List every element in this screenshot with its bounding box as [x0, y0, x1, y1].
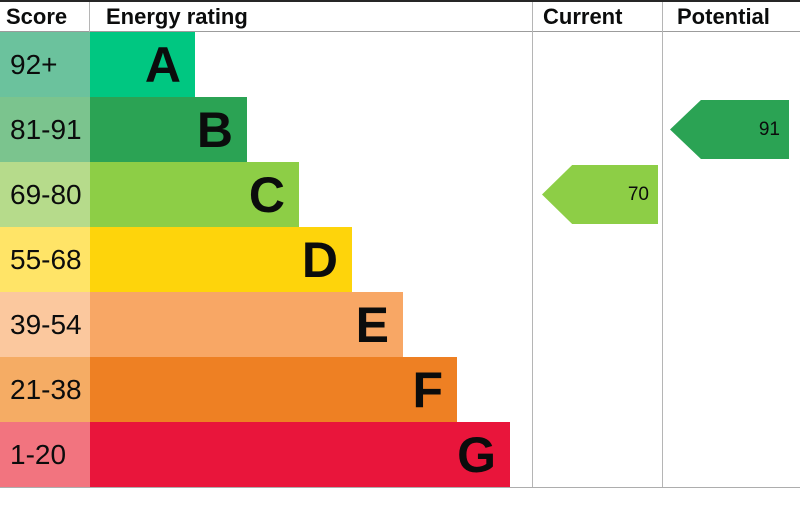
band-row-b: 81-91 B	[0, 97, 800, 162]
band-row-d: 55-68 D	[0, 227, 800, 292]
chart-header: Score Energy rating Current Potential	[0, 2, 800, 32]
column-divider-current	[532, 2, 533, 487]
band-row-a: 92+ A	[0, 32, 800, 97]
rating-bar-b: B	[90, 97, 247, 162]
header-current: Current	[543, 3, 623, 29]
score-cell-a: 92+	[0, 32, 90, 97]
potential-rating-value: 91	[758, 118, 780, 140]
band-row-c: 69-80 C	[0, 162, 800, 227]
current-rating-value: 70	[627, 183, 649, 205]
band-row-f: 21-38 F	[0, 357, 800, 422]
rating-bar-d: D	[90, 227, 352, 292]
rating-bar-f: F	[90, 357, 457, 422]
score-cell-b: 81-91	[0, 97, 90, 162]
rating-bar-c: C	[90, 162, 299, 227]
header-score: Score	[6, 3, 68, 29]
score-cell-f: 21-38	[0, 357, 90, 422]
band-row-g: 1-20 G	[0, 422, 800, 487]
header-energy-rating: Energy rating	[106, 3, 248, 29]
rating-bar-a: A	[90, 32, 195, 97]
score-cell-c: 69-80	[0, 162, 90, 227]
score-cell-g: 1-20	[0, 422, 90, 487]
header-potential: Potential	[677, 3, 770, 29]
rating-bar-g: G	[90, 422, 510, 487]
rating-band-rows: 92+ A 81-91 B 69-80 C 55-68 D 39-54 E 21-38 F 1-20 G	[0, 32, 800, 487]
band-row-e: 39-54 E	[0, 292, 800, 357]
score-cell-e: 39-54	[0, 292, 90, 357]
column-divider-score	[89, 2, 90, 32]
epc-energy-rating-chart: Score Energy rating Current Potential 92…	[0, 0, 800, 488]
column-divider-potential	[662, 2, 663, 487]
rating-bar-e: E	[90, 292, 403, 357]
score-cell-d: 55-68	[0, 227, 90, 292]
